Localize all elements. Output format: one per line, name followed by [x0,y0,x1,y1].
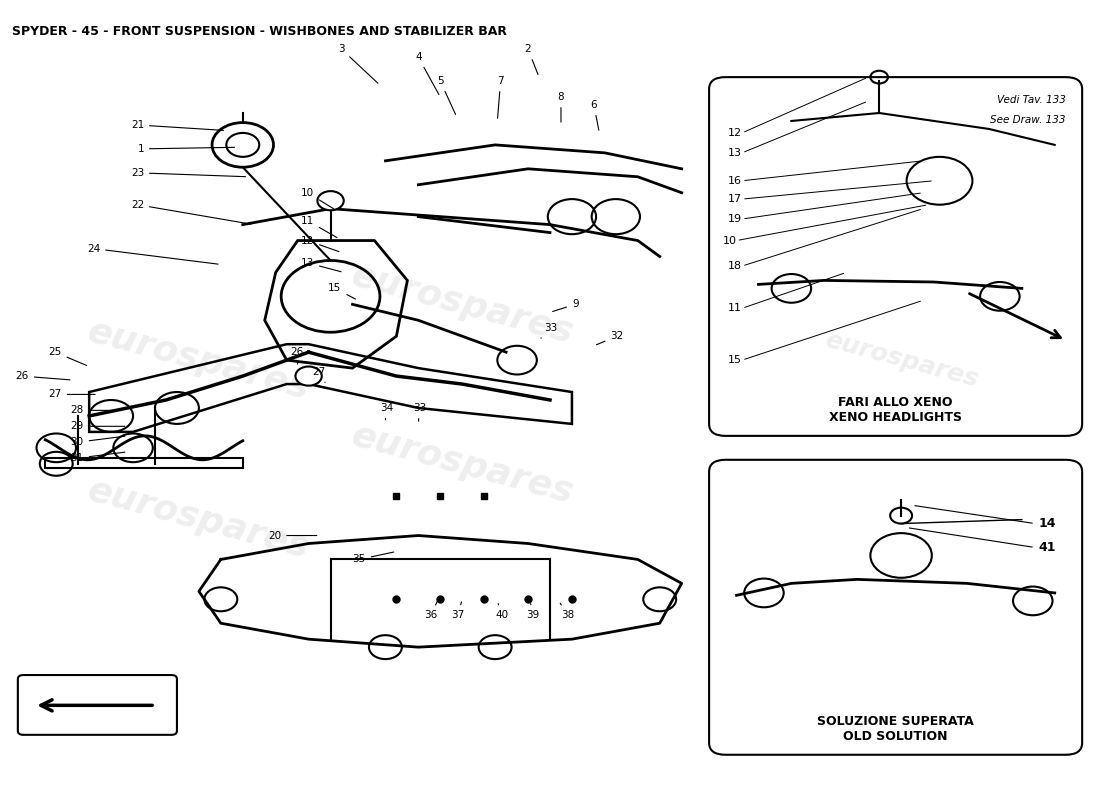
Text: eurospares: eurospares [84,474,313,566]
Circle shape [296,366,322,386]
Text: 8: 8 [558,92,564,122]
Circle shape [318,191,343,210]
Text: 14: 14 [1038,517,1056,530]
Text: SPYDER - 45 - FRONT SUSPENSION - WISHBONES AND STABILIZER BAR: SPYDER - 45 - FRONT SUSPENSION - WISHBON… [12,26,507,38]
Text: 20: 20 [268,530,317,541]
Text: 27: 27 [48,390,96,399]
Text: 28: 28 [70,406,113,415]
Text: SOLUZIONE SUPERATA
OLD SOLUTION: SOLUZIONE SUPERATA OLD SOLUTION [817,715,974,743]
Text: 5: 5 [437,76,455,114]
Text: 7: 7 [497,76,504,118]
Text: 13: 13 [728,148,743,158]
Text: 29: 29 [70,422,124,431]
Text: 24: 24 [87,243,218,264]
Text: 22: 22 [131,200,251,224]
Text: 13: 13 [300,258,341,272]
Text: eurospares: eurospares [348,418,578,510]
Text: eurospares: eurospares [822,328,980,392]
Text: 6: 6 [591,100,598,130]
Text: 23: 23 [131,168,245,178]
Text: 25: 25 [48,347,87,366]
Text: 9: 9 [552,299,579,311]
Text: 4: 4 [415,52,439,94]
Text: 11: 11 [300,216,337,238]
Text: 18: 18 [728,261,743,271]
Text: 41: 41 [1038,541,1056,554]
Bar [45,458,243,468]
Text: 16: 16 [728,176,743,186]
Text: 15: 15 [328,283,355,299]
Text: 35: 35 [352,552,394,565]
Text: 17: 17 [728,194,743,204]
Text: Vedi Tav. 133: Vedi Tav. 133 [997,95,1066,106]
Text: See Draw. 133: See Draw. 133 [990,115,1066,126]
Text: FARI ALLO XENO
XENO HEADLIGHTS: FARI ALLO XENO XENO HEADLIGHTS [829,396,962,424]
Text: 38: 38 [560,603,574,620]
Text: 21: 21 [131,120,223,130]
Text: 2: 2 [525,44,538,74]
Text: 39: 39 [526,604,539,620]
Text: 12: 12 [300,235,339,251]
Text: 37: 37 [451,602,464,620]
Text: 30: 30 [70,436,124,447]
Text: 10: 10 [723,235,737,246]
Text: 3: 3 [338,44,378,83]
Text: 11: 11 [728,303,743,314]
Text: 26: 26 [15,371,70,381]
Text: 31: 31 [70,452,124,463]
Text: 40: 40 [495,603,508,620]
Text: 19: 19 [728,214,743,224]
Text: 15: 15 [728,355,743,365]
Text: 36: 36 [424,598,439,620]
Text: 32: 32 [596,331,624,345]
Text: 33: 33 [541,323,558,338]
Text: 1: 1 [138,144,234,154]
Text: 34: 34 [379,403,393,420]
Text: eurospares: eurospares [348,258,578,350]
Text: 12: 12 [728,128,743,138]
Text: 26: 26 [290,347,304,364]
Text: 10: 10 [301,188,333,209]
Text: 33: 33 [412,403,426,421]
Text: 27: 27 [311,367,326,382]
FancyBboxPatch shape [18,675,177,735]
Text: eurospares: eurospares [84,314,313,406]
